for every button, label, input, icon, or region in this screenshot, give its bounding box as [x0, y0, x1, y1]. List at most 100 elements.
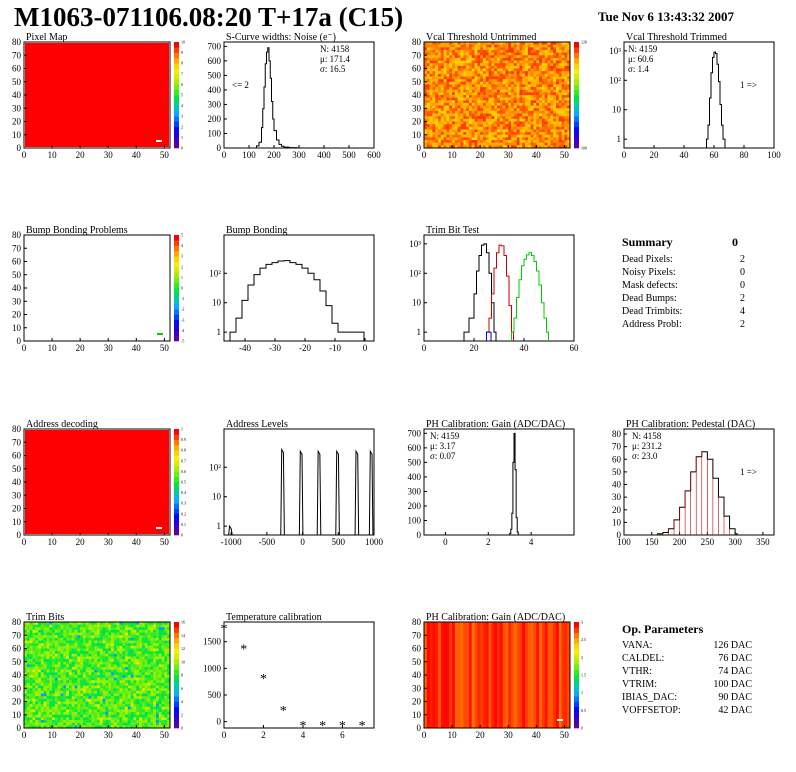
heatmap-cell [539, 92, 543, 96]
heatmap-cell [511, 142, 515, 146]
stats-line: N: 4159 [430, 431, 460, 441]
heatmap-cell [443, 145, 447, 149]
heatmap-cell [63, 706, 67, 710]
heatmap-cell [516, 68, 520, 72]
heatmap-cell [452, 60, 456, 64]
heatmap-cell [471, 134, 475, 138]
heatmap-cell [474, 95, 478, 99]
y-tick-label: 20 [612, 505, 622, 515]
heatmap-cell [71, 645, 75, 649]
heatmap-cell [158, 717, 162, 721]
heatmap-cell [52, 725, 56, 729]
color-scale-label: 2 [581, 655, 583, 660]
heatmap-cell [125, 661, 129, 665]
heatmap-cell [533, 87, 537, 91]
heatmap-cell [438, 142, 442, 146]
heatmap-cell [97, 637, 101, 641]
heatmap-cell [429, 42, 433, 46]
heatmap-cell [105, 675, 109, 679]
heatmap-cell [530, 126, 534, 130]
heatmap-cell [74, 688, 78, 692]
heatmap-cell [80, 659, 84, 663]
heatmap-cell [49, 698, 53, 702]
heatmap-cell [426, 100, 431, 104]
heatmap-marker [157, 333, 163, 335]
heatmap-cell [54, 712, 59, 716]
heatmap-cell [488, 105, 492, 109]
heatmap-cell [122, 717, 126, 721]
heatmap-cell [525, 42, 529, 46]
heatmap-cell [97, 688, 101, 692]
heatmap-cell [491, 116, 495, 120]
heatmap-cell [54, 704, 59, 708]
heatmap-cell [63, 635, 67, 639]
heatmap-cell [454, 140, 459, 144]
heatmap-cell [558, 118, 562, 122]
heatmap-cell [460, 87, 464, 91]
heatmap-cell [457, 118, 461, 122]
heatmap-cell [477, 60, 481, 64]
heatmap-cell [485, 63, 489, 67]
heatmap-cell [443, 110, 447, 114]
heatmap-cell [105, 622, 109, 626]
heatmap-cell [52, 677, 56, 681]
heatmap-cell [463, 108, 467, 112]
heatmap-cell [113, 640, 118, 644]
heatmap-cell [457, 132, 461, 136]
heatmap-cell [499, 71, 504, 75]
heatmap-cell [119, 632, 123, 636]
heatmap-cell [105, 704, 109, 708]
heatmap-cell [505, 44, 509, 48]
heatmap-cell [57, 698, 61, 702]
heatmap-cell [68, 682, 73, 686]
plot-frame [423, 428, 575, 536]
heatmap-cell [66, 690, 70, 694]
heatmap-cell [494, 84, 498, 88]
heatmap-cell [513, 49, 518, 53]
heatmap-cell [505, 87, 509, 91]
heatmap-cell [440, 44, 445, 48]
heatmap-cell [141, 722, 146, 726]
heatmap-cell [505, 113, 509, 117]
x-tick-label: 500 [342, 150, 356, 160]
heatmap-cell [438, 47, 442, 51]
heatmap-cell [488, 108, 492, 112]
heatmap-cell [85, 712, 89, 716]
heatmap-cell [66, 698, 70, 702]
heatmap-cell [460, 55, 464, 59]
heatmap-cell [54, 682, 59, 686]
heatmap-cell [561, 137, 565, 141]
heatmap-cell [505, 121, 509, 125]
heatmap-cell [102, 637, 106, 641]
heatmap-cell [426, 47, 431, 51]
summary-label: Dead Pixels: [622, 254, 673, 265]
color-scale-step [174, 277, 179, 283]
panel-title: Trim Bits [26, 612, 64, 623]
heatmap-cell [91, 712, 95, 716]
heatmap-cell [99, 704, 104, 708]
heatmap-cell [136, 635, 140, 639]
heatmap-cell [480, 142, 484, 146]
heatmap-cell [499, 92, 504, 96]
heatmap-cell [108, 701, 112, 705]
color-scale: 00.511.522.53 [574, 620, 586, 731]
heatmap-cell [497, 95, 501, 99]
heatmap-cell [426, 113, 431, 117]
heatmap-cell [516, 118, 520, 122]
heatmap-cell [57, 709, 61, 713]
heatmap-cell [482, 57, 487, 61]
heatmap-cell [491, 49, 495, 53]
heatmap-cell [150, 725, 154, 729]
heatmap-cell [544, 110, 548, 114]
heatmap-cell [424, 52, 428, 56]
heatmap-cell [108, 677, 112, 681]
heatmap-cell [105, 722, 109, 726]
heatmap-cell [497, 129, 501, 133]
heatmap-cell [452, 134, 456, 138]
heatmap-cell [144, 688, 148, 692]
heatmap-cell [511, 65, 515, 69]
heatmap-cell [435, 116, 439, 120]
heatmap-cell [141, 643, 146, 647]
heatmap-cell [426, 92, 431, 96]
heatmap-cell [63, 643, 67, 647]
